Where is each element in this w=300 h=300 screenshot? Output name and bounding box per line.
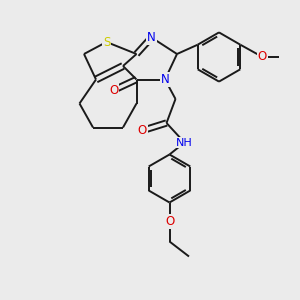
Text: N: N: [160, 73, 169, 86]
Text: O: O: [110, 83, 118, 97]
Text: N: N: [147, 31, 156, 44]
Text: O: O: [165, 215, 174, 228]
Text: NH: NH: [176, 137, 193, 148]
Text: O: O: [138, 124, 147, 137]
Text: O: O: [258, 50, 267, 64]
Text: S: S: [103, 35, 110, 49]
